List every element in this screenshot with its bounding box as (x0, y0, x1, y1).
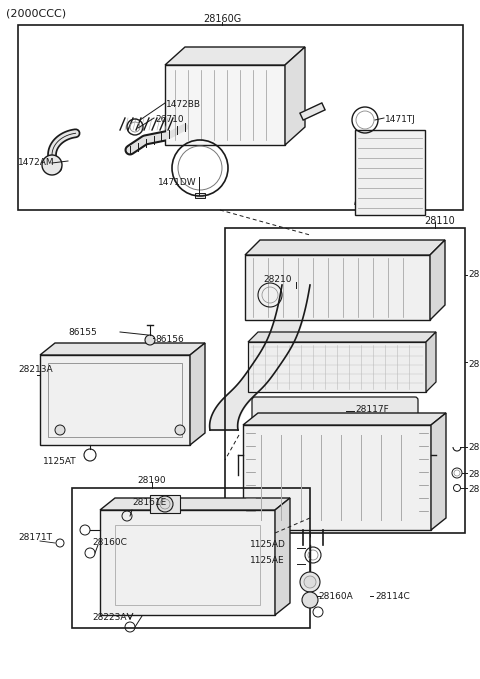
Text: 28160C: 28160C (92, 538, 127, 547)
Polygon shape (275, 498, 290, 615)
Polygon shape (40, 355, 190, 445)
Circle shape (302, 592, 318, 608)
Circle shape (55, 425, 65, 435)
Text: 86155: 86155 (68, 328, 97, 337)
Polygon shape (243, 413, 446, 425)
Text: 1125AE: 1125AE (250, 556, 285, 565)
Text: 26710: 26710 (155, 115, 184, 124)
Text: 28161E: 28161E (132, 498, 166, 507)
Circle shape (145, 335, 155, 345)
Bar (150, 495, 180, 513)
Circle shape (304, 576, 316, 588)
Polygon shape (243, 425, 431, 530)
Text: 28190: 28190 (137, 476, 166, 485)
Polygon shape (190, 343, 205, 445)
Text: 1471TJ: 1471TJ (385, 115, 416, 124)
Text: 28160G: 28160G (203, 14, 241, 24)
Text: 28117F: 28117F (355, 405, 389, 414)
Text: 28160B: 28160B (468, 470, 480, 479)
Polygon shape (165, 47, 305, 65)
Polygon shape (430, 240, 445, 320)
Text: 28213A: 28213A (18, 365, 53, 374)
Polygon shape (100, 510, 275, 615)
Polygon shape (426, 332, 436, 392)
Bar (48, 363, 182, 437)
Circle shape (42, 155, 62, 175)
Text: 1472AM: 1472AM (18, 158, 55, 167)
Text: 28113: 28113 (468, 360, 480, 369)
Polygon shape (431, 413, 446, 530)
Text: (2000CCC): (2000CCC) (6, 8, 66, 18)
Polygon shape (100, 498, 290, 510)
Polygon shape (248, 342, 426, 392)
Text: 28171T: 28171T (18, 533, 52, 542)
Text: 28210: 28210 (264, 275, 292, 284)
Text: 1471DW: 1471DW (158, 178, 197, 187)
Circle shape (157, 496, 173, 512)
Text: 28174H: 28174H (468, 443, 480, 452)
Text: 1125AD: 1125AD (250, 540, 286, 549)
Text: 1472BB: 1472BB (166, 100, 201, 109)
Text: 28161: 28161 (468, 485, 480, 494)
Polygon shape (248, 332, 436, 342)
Text: 28160A: 28160A (318, 592, 353, 601)
Polygon shape (285, 47, 305, 145)
Polygon shape (355, 130, 425, 215)
Text: 28114C: 28114C (375, 592, 410, 601)
Text: 1125AT: 1125AT (43, 457, 77, 466)
Bar (72, 488, 310, 628)
Polygon shape (40, 343, 205, 355)
Text: 86156: 86156 (155, 335, 184, 344)
Bar (225, 228, 465, 533)
Bar (115, 525, 260, 605)
Polygon shape (165, 65, 285, 145)
Text: 28223A: 28223A (92, 613, 127, 622)
Circle shape (175, 425, 185, 435)
Bar (18, 25, 463, 210)
FancyBboxPatch shape (252, 397, 418, 425)
Polygon shape (245, 255, 430, 320)
Polygon shape (245, 240, 445, 255)
Bar (195, 193, 205, 198)
Text: 28111: 28111 (468, 270, 480, 279)
Text: 28110: 28110 (424, 216, 455, 226)
Circle shape (300, 572, 320, 592)
